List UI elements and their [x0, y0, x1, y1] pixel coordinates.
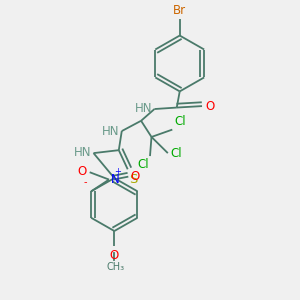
Text: +: +: [114, 167, 121, 176]
Text: HN: HN: [74, 146, 91, 159]
Text: S: S: [129, 173, 138, 186]
Text: O: O: [110, 249, 119, 262]
Text: O: O: [131, 170, 140, 183]
Text: Cl: Cl: [170, 147, 182, 160]
Text: N: N: [110, 173, 119, 186]
Text: HN: HN: [135, 102, 152, 115]
Text: Br: Br: [173, 4, 186, 17]
Text: CH₃: CH₃: [107, 262, 125, 272]
Text: Cl: Cl: [137, 158, 148, 170]
Text: Cl: Cl: [175, 115, 186, 128]
Text: -: -: [83, 178, 87, 188]
Text: O: O: [77, 165, 87, 178]
Text: HN: HN: [102, 124, 119, 138]
Text: O: O: [206, 100, 215, 112]
